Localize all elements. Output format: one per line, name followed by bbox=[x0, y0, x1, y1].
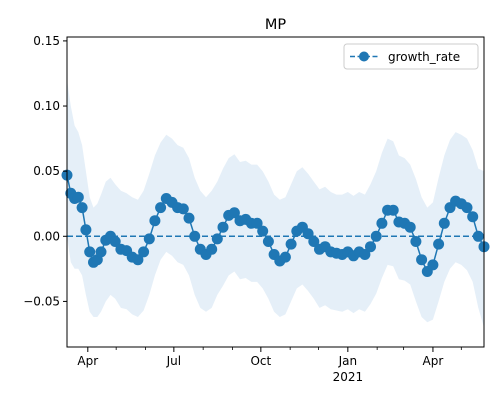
data-point bbox=[370, 230, 382, 242]
legend: growth_rate bbox=[343, 43, 479, 70]
data-point bbox=[177, 203, 189, 215]
data-point bbox=[308, 236, 320, 247]
data-point bbox=[183, 212, 195, 224]
y-tick-label: 0.00 bbox=[33, 229, 60, 243]
y-tick-label: −0.05 bbox=[23, 294, 60, 308]
data-point bbox=[285, 238, 297, 250]
data-point bbox=[143, 233, 155, 245]
x-tick-label: Jan bbox=[338, 354, 358, 368]
data-point bbox=[461, 202, 473, 214]
x-tick-sublabel: 2021 bbox=[333, 370, 364, 384]
data-point bbox=[438, 217, 450, 229]
legend-label: growth_rate bbox=[388, 50, 460, 64]
y-tick-label: 0.15 bbox=[33, 34, 60, 48]
data-point bbox=[217, 221, 229, 233]
data-point bbox=[359, 249, 371, 260]
data-point bbox=[109, 236, 121, 247]
legend-box bbox=[343, 43, 479, 70]
data-point bbox=[189, 230, 201, 242]
confidence-band-layer bbox=[67, 80, 484, 328]
data-point bbox=[387, 204, 399, 216]
data-point bbox=[416, 254, 428, 266]
y-tick-label: 0.05 bbox=[33, 164, 60, 178]
y-axis: −0.05 0.00 0.05 0.10 0.15 bbox=[23, 34, 67, 308]
x-tick-label: Apr bbox=[77, 354, 98, 368]
data-point bbox=[211, 233, 223, 245]
data-point bbox=[365, 241, 376, 253]
x-tick-label: Oct bbox=[250, 354, 271, 368]
legend-marker-swatch bbox=[359, 51, 369, 62]
data-point bbox=[251, 217, 263, 229]
data-point bbox=[467, 211, 479, 223]
plot-frame bbox=[66, 36, 485, 348]
y-tick-label: 0.10 bbox=[33, 99, 60, 113]
data-point bbox=[404, 221, 416, 233]
x-axis: Apr Jul Oct Jan 2021 Apr bbox=[77, 347, 462, 384]
data-point bbox=[279, 251, 291, 263]
confidence-band bbox=[67, 80, 484, 328]
series-marker-layer bbox=[61, 169, 490, 277]
data-point bbox=[472, 230, 484, 242]
data-point bbox=[228, 207, 240, 219]
data-point bbox=[257, 225, 269, 237]
data-point bbox=[72, 191, 84, 203]
data-point bbox=[80, 224, 92, 236]
data-point bbox=[206, 243, 218, 255]
data-point bbox=[95, 246, 107, 258]
data-point bbox=[376, 217, 388, 229]
data-point bbox=[76, 202, 88, 214]
x-tick-label: Jul bbox=[166, 354, 181, 368]
data-point bbox=[138, 246, 150, 258]
data-point bbox=[155, 202, 167, 214]
data-point bbox=[149, 215, 161, 227]
data-point bbox=[433, 238, 445, 250]
chart-title: MP bbox=[265, 17, 287, 33]
data-point bbox=[302, 228, 314, 240]
data-point bbox=[410, 236, 422, 247]
x-tick-label: Apr bbox=[423, 354, 444, 368]
data-point bbox=[262, 236, 274, 247]
data-point bbox=[84, 246, 96, 258]
data-point bbox=[132, 254, 144, 266]
data-point bbox=[427, 259, 439, 271]
